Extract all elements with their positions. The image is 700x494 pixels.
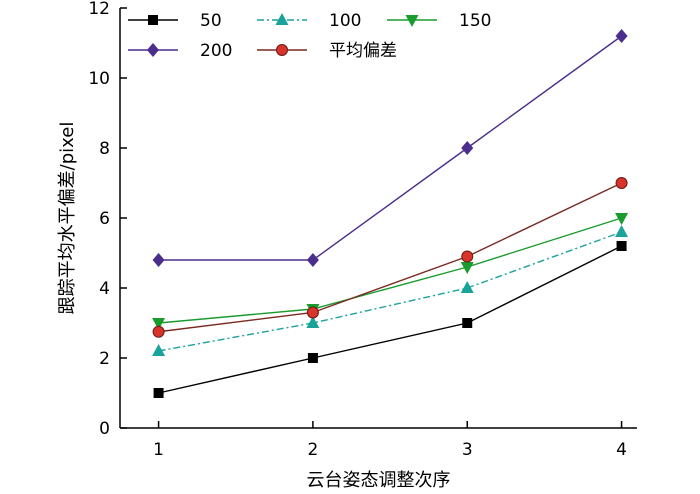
x-tick-label: 3 <box>462 440 473 460</box>
y-tick-label: 4 <box>99 279 110 299</box>
data-point <box>615 29 628 43</box>
data-point <box>461 250 474 263</box>
series-markers <box>152 29 629 398</box>
legend-marker <box>148 15 158 25</box>
legend-label: 平均偏差 <box>329 41 397 61</box>
legend-label: 100 <box>329 11 361 31</box>
legend-marker <box>405 15 419 27</box>
legend-label: 150 <box>459 11 491 31</box>
data-point <box>460 262 474 274</box>
y-tick-label: 8 <box>99 139 110 159</box>
legend-marker <box>276 44 288 56</box>
data-point <box>153 388 164 398</box>
series-line <box>158 182 622 333</box>
x-axis-title: 云台姿态调整次序 <box>307 470 451 491</box>
x-tick-label: 4 <box>616 440 627 460</box>
series-line <box>158 35 622 261</box>
data-point <box>306 306 319 319</box>
series-line <box>158 245 622 394</box>
legend-marker <box>275 13 289 25</box>
data-point <box>152 318 166 330</box>
legend-item: 200 <box>128 41 232 61</box>
legend-item: 平均偏差 <box>257 41 397 61</box>
y-tick-label: 12 <box>88 0 110 19</box>
data-point <box>616 241 627 251</box>
legend-marker <box>147 43 159 57</box>
data-point <box>462 318 473 328</box>
data-point <box>152 344 166 356</box>
legend-item: 100 <box>257 11 361 31</box>
y-tick-label: 10 <box>88 69 110 89</box>
data-point <box>615 177 628 189</box>
data-point <box>460 281 474 293</box>
data-point <box>307 353 318 363</box>
series-line <box>158 231 622 352</box>
x-tick-label: 1 <box>153 440 164 460</box>
data-point <box>615 225 629 237</box>
data-point <box>615 213 629 225</box>
data-point <box>461 141 474 155</box>
y-tick-label: 2 <box>99 349 110 369</box>
legend-item: 150 <box>387 11 491 31</box>
legend-label: 50 <box>200 11 222 31</box>
data-point <box>306 316 320 328</box>
series-line <box>158 217 622 324</box>
data-point <box>152 325 165 338</box>
legend: 50 100 150 200 平均偏差 <box>128 11 491 61</box>
x-tick-label: 2 <box>307 440 318 460</box>
plot-area <box>119 8 637 429</box>
legend-item: 50 <box>128 11 222 31</box>
y-axis-title: 跟踪平均水平偏差/pixel <box>57 122 78 315</box>
series-lines <box>158 35 622 394</box>
y-tick-label: 6 <box>99 209 110 229</box>
data-point <box>306 253 319 267</box>
data-point <box>152 253 165 267</box>
legend-label: 200 <box>200 41 232 61</box>
y-tick-label: 0 <box>99 419 110 439</box>
